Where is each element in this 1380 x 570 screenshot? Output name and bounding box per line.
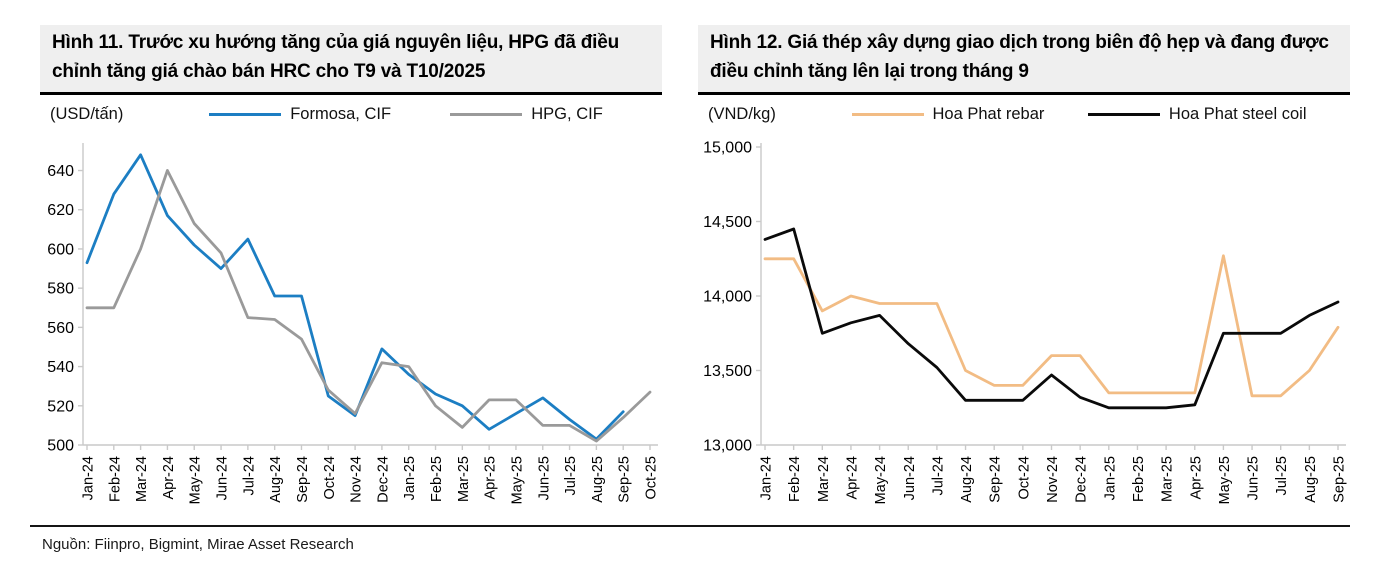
svg-text:Aug-24: Aug-24 xyxy=(268,456,284,503)
svg-text:Nov-24: Nov-24 xyxy=(1045,456,1061,503)
svg-text:May-25: May-25 xyxy=(1217,456,1233,504)
figure-12-legend: Hoa Phat rebar Hoa Phat steel coil xyxy=(808,105,1350,124)
svg-text:Feb-25: Feb-25 xyxy=(429,456,445,502)
svg-text:14,500: 14,500 xyxy=(703,214,752,231)
svg-text:Mar-24: Mar-24 xyxy=(816,456,832,502)
svg-text:Jul-24: Jul-24 xyxy=(241,456,257,496)
figure-12-legend-row: (VND/kg) Hoa Phat rebar Hoa Phat steel c… xyxy=(698,95,1350,133)
svg-text:Jun-25: Jun-25 xyxy=(536,456,552,500)
svg-text:Jan-24: Jan-24 xyxy=(81,456,97,500)
svg-text:540: 540 xyxy=(47,359,74,376)
svg-text:500: 500 xyxy=(47,438,74,455)
svg-text:Sep-25: Sep-25 xyxy=(1332,456,1348,503)
svg-text:Sep-25: Sep-25 xyxy=(617,456,633,503)
svg-text:Nov-24: Nov-24 xyxy=(349,456,365,503)
svg-text:Jul-25: Jul-25 xyxy=(1274,456,1290,496)
figure-12-title: Hình 12. Giá thép xây dựng giao dịch tro… xyxy=(698,25,1350,95)
svg-text:Jun-24: Jun-24 xyxy=(215,456,231,500)
svg-text:Feb-25: Feb-25 xyxy=(1131,456,1147,502)
legend-label-formosa: Formosa, CIF xyxy=(290,104,392,123)
figure-11-unit-label: (USD/tấn) xyxy=(50,104,124,123)
svg-text:Apr-25: Apr-25 xyxy=(483,456,499,500)
svg-text:Aug-24: Aug-24 xyxy=(959,456,975,503)
svg-text:13,000: 13,000 xyxy=(703,438,752,455)
figure-11-legend: Formosa, CIF HPG, CIF xyxy=(150,105,662,124)
rebar-line-swatch xyxy=(851,112,924,116)
svg-text:Dec-24: Dec-24 xyxy=(1074,456,1090,503)
svg-text:Oct-24: Oct-24 xyxy=(1016,456,1032,500)
legend-item-formosa: Formosa, CIF xyxy=(209,105,391,124)
construction-steel-price-line-chart: 13,000 13,500 14,000 14,500 15,000 Jan-24 Feb-… xyxy=(698,133,1350,521)
svg-text:640: 640 xyxy=(47,163,74,180)
legend-item-rebar: Hoa Phat rebar xyxy=(851,104,1045,124)
svg-text:620: 620 xyxy=(47,202,74,219)
svg-text:Aug-25: Aug-25 xyxy=(590,456,606,503)
svg-text:Jul-25: Jul-25 xyxy=(563,456,579,496)
figure-12-unit-label: (VND/kg) xyxy=(708,104,776,123)
svg-text:Oct-24: Oct-24 xyxy=(322,456,338,500)
figures-row: Hình 11. Trước xu hướng tăng của giá ngu… xyxy=(40,25,1350,521)
svg-text:Dec-24: Dec-24 xyxy=(375,456,391,503)
svg-text:Jan-25: Jan-25 xyxy=(402,456,418,500)
figure-11-legend-row: (USD/tấn) Formosa, CIF HPG, CIF xyxy=(40,95,662,133)
svg-text:Sep-24: Sep-24 xyxy=(988,456,1004,503)
formosa-line-swatch xyxy=(209,112,282,116)
source-note: Nguồn: Fiinpro, Bigmint, Mirae Asset Res… xyxy=(42,536,354,553)
svg-text:Apr-24: Apr-24 xyxy=(161,456,177,500)
legend-item-steel-coil: Hoa Phat steel coil xyxy=(1087,104,1307,124)
legend-label-steel-coil: Hoa Phat steel coil xyxy=(1168,104,1307,123)
svg-text:Feb-24: Feb-24 xyxy=(787,456,803,502)
svg-text:May-24: May-24 xyxy=(873,456,889,504)
svg-text:Feb-24: Feb-24 xyxy=(107,456,123,502)
svg-text:Mar-25: Mar-25 xyxy=(456,456,472,502)
svg-text:Oct-25: Oct-25 xyxy=(644,456,660,500)
svg-text:600: 600 xyxy=(47,241,74,258)
svg-text:Apr-25: Apr-25 xyxy=(1188,456,1204,500)
figure-12: Hình 12. Giá thép xây dựng giao dịch tro… xyxy=(698,25,1350,521)
figure-11: Hình 11. Trước xu hướng tăng của giá ngu… xyxy=(40,25,662,521)
svg-text:520: 520 xyxy=(47,398,74,415)
hrc-price-line-chart: 500 520 540 560 580 600 620 640 Jan-24 Feb-24 Mar-… xyxy=(40,133,662,521)
svg-text:Jan-24: Jan-24 xyxy=(759,456,775,500)
legend-label-hpg: HPG, CIF xyxy=(531,104,603,123)
legend-label-rebar: Hoa Phat rebar xyxy=(932,104,1045,123)
svg-text:560: 560 xyxy=(47,320,74,337)
footer-divider xyxy=(30,525,1350,527)
svg-text:14,000: 14,000 xyxy=(703,289,752,306)
svg-text:Jun-24: Jun-24 xyxy=(902,456,918,500)
svg-text:13,500: 13,500 xyxy=(703,363,752,380)
svg-text:Mar-25: Mar-25 xyxy=(1160,456,1176,502)
svg-text:May-25: May-25 xyxy=(509,456,525,504)
figure-11-title: Hình 11. Trước xu hướng tăng của giá ngu… xyxy=(40,25,662,95)
svg-text:Aug-25: Aug-25 xyxy=(1303,456,1319,503)
svg-text:15,000: 15,000 xyxy=(703,140,752,157)
svg-text:Mar-24: Mar-24 xyxy=(134,456,150,502)
steel-coil-line-swatch xyxy=(1087,112,1160,116)
svg-text:May-24: May-24 xyxy=(188,456,204,504)
svg-text:Jul-24: Jul-24 xyxy=(930,456,946,496)
svg-text:Sep-24: Sep-24 xyxy=(295,456,311,503)
legend-item-hpg: HPG, CIF xyxy=(450,105,603,124)
svg-text:Apr-24: Apr-24 xyxy=(844,456,860,500)
svg-text:580: 580 xyxy=(47,281,74,298)
svg-text:Jun-25: Jun-25 xyxy=(1246,456,1262,500)
svg-text:Jan-25: Jan-25 xyxy=(1102,456,1118,500)
hpg-line-swatch xyxy=(450,112,523,116)
